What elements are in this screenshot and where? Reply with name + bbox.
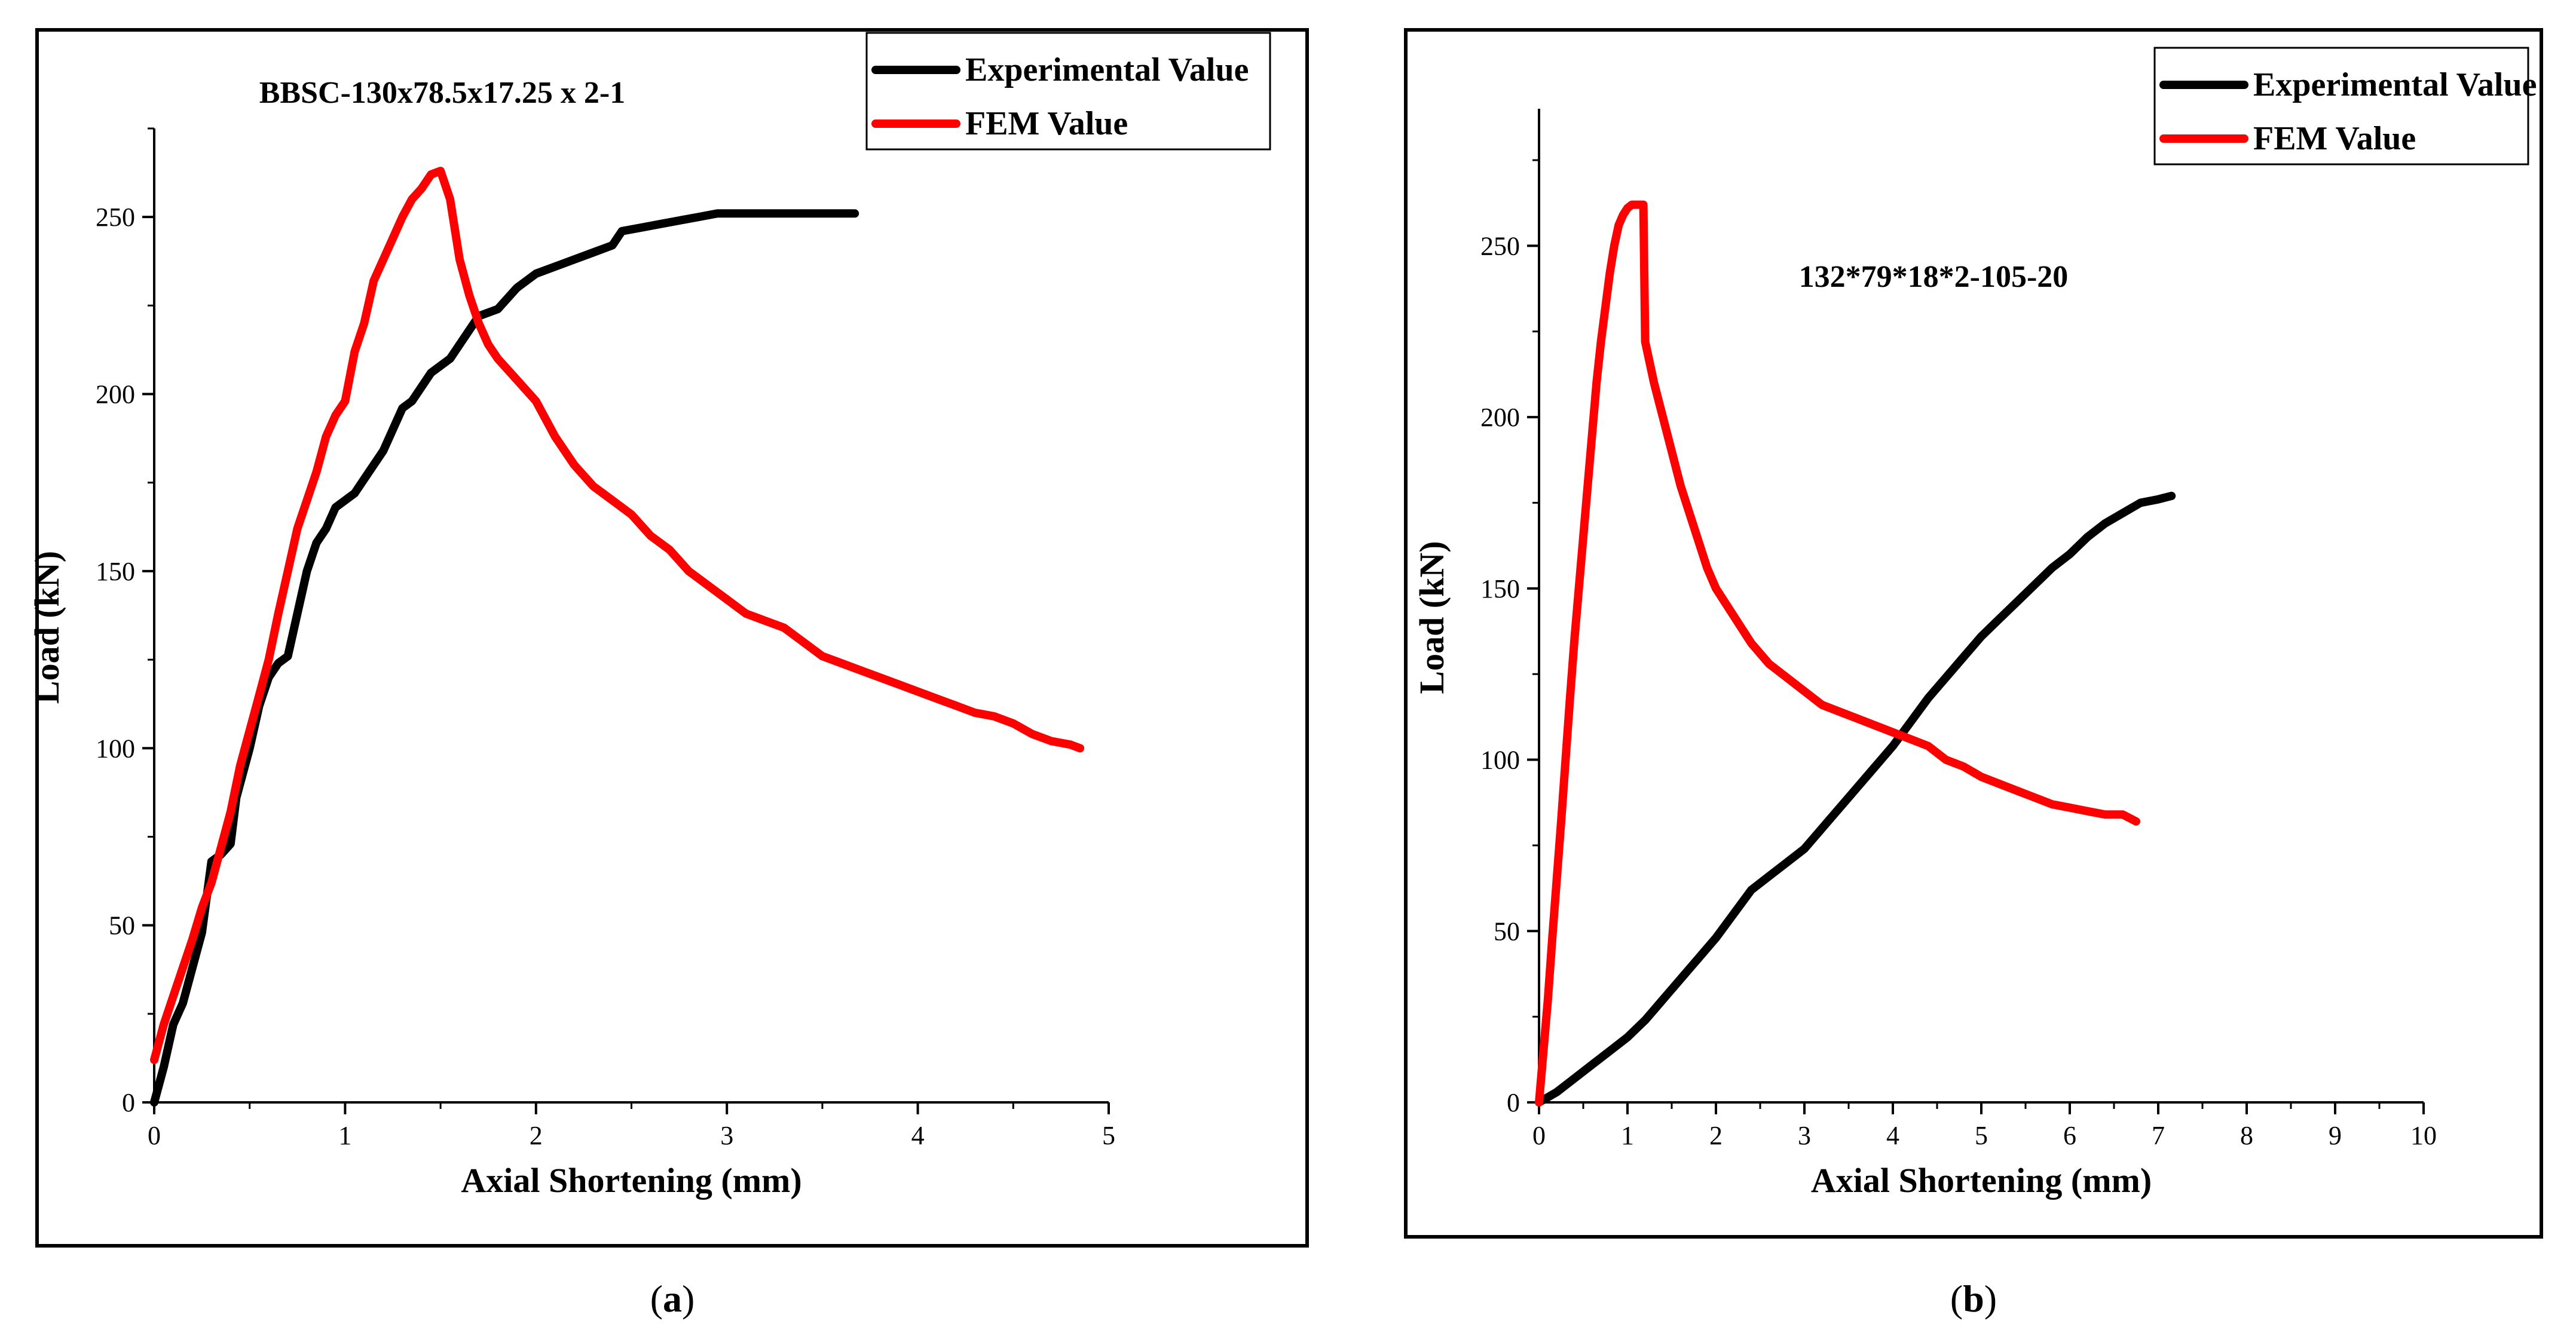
legend-box (865, 32, 1271, 151)
y-tick-label: 100 (96, 734, 135, 763)
y-tick-label: 200 (96, 380, 135, 409)
series-line-fem-value (150, 167, 1085, 1064)
caption-a: (a) (650, 1277, 695, 1320)
legend-label: Experimental Value (2253, 66, 2537, 103)
x-tick-label: 8 (2240, 1121, 2253, 1150)
x-tick-label: 10 (2410, 1121, 2437, 1150)
panel-b-frame (1404, 28, 2543, 1239)
x-tick-label: 1 (338, 1121, 351, 1150)
x-axis-title: Axial Shortening (mm) (461, 1161, 801, 1200)
x-tick-label: 3 (1798, 1121, 1811, 1150)
series-line-experimental-value (1535, 492, 2176, 1107)
series-line-experimental-value (150, 209, 859, 1107)
series-line-fem-value (1535, 200, 2140, 1107)
y-tick-label: 0 (1507, 1088, 1520, 1117)
x-tick-label: 0 (1532, 1121, 1546, 1150)
x-tick-label: 2 (1709, 1121, 1723, 1150)
legend-label: Experimental Value (965, 51, 1249, 88)
legend-label: FEM Value (965, 105, 1128, 142)
y-tick-label: 100 (1480, 746, 1520, 775)
chart-title: BBSC-130x78.5x17.25 x 2-1 (259, 76, 625, 110)
x-tick-label: 7 (2152, 1121, 2165, 1150)
panel-a-frame (35, 28, 1309, 1248)
y-tick-label: 200 (1480, 403, 1520, 432)
x-tick-label: 5 (1975, 1121, 1988, 1150)
legend-box (2153, 47, 2529, 166)
x-tick-label: 0 (148, 1121, 161, 1150)
x-tick-label: 1 (1621, 1121, 1634, 1150)
chart-title: 132*79*18*2-105-20 (1799, 260, 2069, 294)
y-tick-label: 50 (109, 911, 135, 940)
y-tick-label: 0 (122, 1088, 135, 1117)
legend-label: FEM Value (2253, 120, 2416, 157)
x-tick-label: 3 (720, 1121, 733, 1150)
caption-b-label: b (1963, 1277, 1984, 1320)
y-tick-label: 150 (1480, 574, 1520, 603)
y-tick-label: 250 (1480, 231, 1520, 261)
y-axis-title: Load (kN) (1412, 541, 1451, 694)
caption-a-label: a (663, 1277, 682, 1320)
x-axis-title: Axial Shortening (mm) (1811, 1161, 2152, 1200)
caption-b: (b) (1950, 1277, 1997, 1320)
x-tick-label: 5 (1102, 1121, 1115, 1150)
y-tick-label: 150 (96, 557, 135, 586)
x-tick-label: 4 (1886, 1121, 1899, 1150)
x-tick-label: 2 (530, 1121, 543, 1150)
y-axis-title: Load (kN) (27, 551, 66, 704)
x-tick-label: 4 (911, 1121, 925, 1150)
y-tick-label: 250 (96, 203, 135, 232)
x-tick-label: 6 (2063, 1121, 2076, 1150)
x-tick-label: 9 (2329, 1121, 2342, 1150)
y-tick-label: 50 (1494, 917, 1520, 946)
